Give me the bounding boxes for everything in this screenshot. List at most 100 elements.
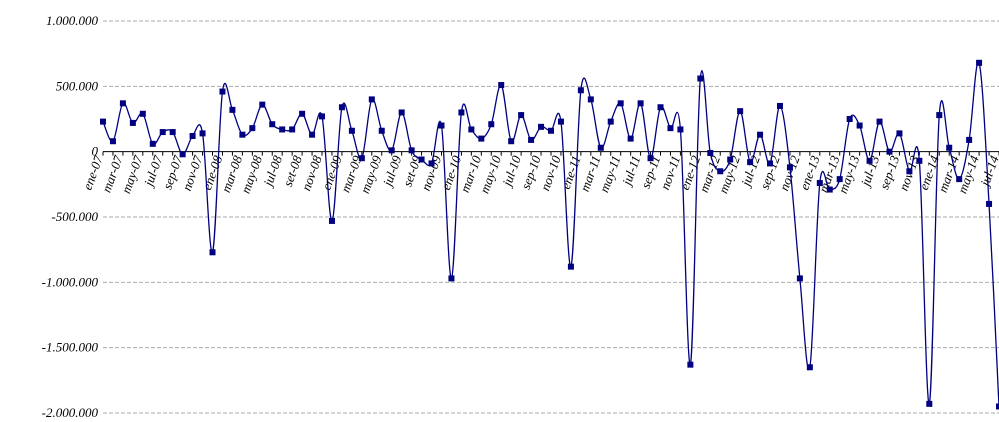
marker bbox=[448, 275, 455, 282]
y-tick-label: -1.000.000 bbox=[42, 274, 99, 289]
marker bbox=[388, 147, 395, 154]
marker bbox=[239, 131, 246, 138]
marker bbox=[557, 118, 564, 125]
marker bbox=[328, 217, 335, 224]
marker bbox=[796, 275, 803, 282]
marker bbox=[219, 88, 226, 95]
marker bbox=[747, 159, 754, 166]
marker bbox=[119, 100, 126, 107]
marker bbox=[428, 160, 435, 167]
marker bbox=[776, 102, 783, 109]
marker bbox=[368, 96, 375, 103]
marker bbox=[966, 136, 973, 143]
marker bbox=[836, 176, 843, 183]
marker bbox=[498, 82, 505, 89]
marker bbox=[687, 361, 694, 368]
marker bbox=[159, 129, 166, 136]
marker bbox=[139, 110, 146, 117]
marker bbox=[946, 144, 953, 151]
line bbox=[102, 61, 999, 407]
marker bbox=[866, 157, 873, 164]
marker bbox=[149, 140, 156, 147]
marker bbox=[667, 125, 674, 132]
marker bbox=[259, 101, 266, 108]
marker bbox=[607, 118, 614, 125]
marker bbox=[846, 116, 853, 122]
marker bbox=[996, 403, 999, 410]
marker bbox=[528, 136, 535, 143]
marker bbox=[548, 127, 554, 134]
y-tick-label: -2.000.000 bbox=[42, 405, 99, 420]
marker bbox=[109, 138, 116, 145]
marker bbox=[279, 126, 286, 133]
marker bbox=[587, 96, 594, 103]
marker bbox=[757, 131, 764, 138]
marker bbox=[179, 151, 186, 158]
marker bbox=[896, 130, 903, 137]
marker bbox=[876, 118, 883, 125]
marker bbox=[299, 110, 306, 117]
marker bbox=[209, 249, 216, 256]
marker bbox=[378, 127, 385, 134]
marker bbox=[597, 144, 604, 151]
marker bbox=[627, 135, 634, 142]
y-tick-label: 1.000.000 bbox=[46, 13, 99, 28]
marker bbox=[637, 100, 644, 107]
marker bbox=[518, 112, 525, 119]
marker bbox=[786, 164, 793, 171]
marker bbox=[886, 148, 893, 155]
marker bbox=[129, 119, 136, 126]
marker bbox=[488, 121, 495, 128]
marker bbox=[806, 364, 813, 371]
marker bbox=[936, 112, 943, 119]
marker bbox=[567, 263, 574, 270]
y-tick-label: -500.000 bbox=[51, 209, 98, 224]
marker bbox=[916, 157, 923, 164]
marker bbox=[338, 104, 345, 111]
marker bbox=[677, 126, 684, 133]
marker bbox=[269, 121, 276, 128]
marker bbox=[707, 149, 714, 156]
marker bbox=[577, 87, 584, 94]
marker bbox=[657, 104, 664, 111]
marker bbox=[986, 200, 993, 207]
marker bbox=[199, 130, 206, 137]
marker bbox=[826, 186, 833, 193]
marker bbox=[169, 129, 176, 136]
marker bbox=[100, 118, 106, 125]
marker bbox=[458, 109, 465, 116]
marker bbox=[956, 176, 963, 183]
marker bbox=[309, 131, 316, 138]
marker bbox=[926, 400, 933, 407]
marker bbox=[737, 108, 744, 115]
y-tick-label: 500.000 bbox=[56, 78, 99, 93]
marker bbox=[727, 156, 734, 163]
marker bbox=[816, 180, 823, 187]
marker bbox=[617, 100, 624, 107]
marker bbox=[189, 132, 196, 139]
marker bbox=[358, 155, 365, 162]
marker bbox=[398, 109, 405, 116]
marker bbox=[647, 155, 654, 162]
marker bbox=[418, 156, 425, 163]
marker bbox=[538, 123, 545, 130]
marker bbox=[229, 106, 236, 113]
marker bbox=[717, 168, 724, 175]
marker bbox=[289, 126, 296, 133]
marker bbox=[856, 122, 863, 129]
marker bbox=[508, 138, 515, 145]
y-tick-label: -1.500.000 bbox=[42, 340, 99, 355]
marker bbox=[767, 160, 774, 167]
marker bbox=[468, 126, 475, 133]
marker bbox=[697, 75, 704, 82]
marker bbox=[408, 147, 415, 154]
y-tick-label: 0 bbox=[92, 144, 99, 159]
marker bbox=[319, 113, 326, 120]
marker bbox=[478, 135, 485, 142]
marker bbox=[348, 127, 355, 134]
marker bbox=[438, 122, 445, 129]
marker bbox=[249, 125, 256, 132]
marker bbox=[976, 59, 983, 66]
marker bbox=[906, 168, 913, 175]
